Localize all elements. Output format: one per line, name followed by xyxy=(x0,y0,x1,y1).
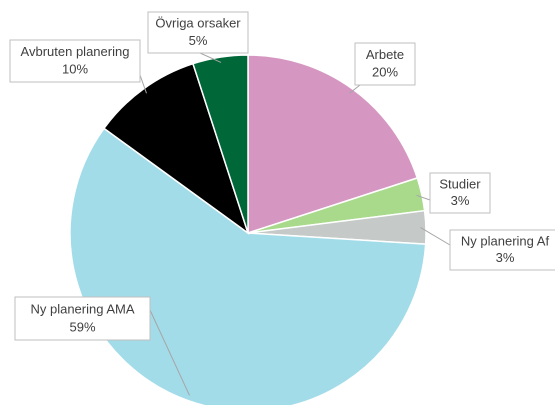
label-box xyxy=(354,42,416,86)
label-box xyxy=(14,296,151,341)
value-label: 20% xyxy=(372,65,398,80)
leader-line xyxy=(420,227,451,246)
leader-line xyxy=(139,74,147,94)
category-label: Övriga orsaker xyxy=(155,16,241,31)
category-label: Avbruten planering xyxy=(21,44,130,59)
label-box xyxy=(9,39,141,83)
category-label: Studier xyxy=(439,176,481,191)
label-box xyxy=(429,172,491,214)
value-label: 3% xyxy=(451,193,470,208)
label-box xyxy=(147,11,249,54)
leader-line xyxy=(149,309,190,396)
category-label: Ny planering AMA xyxy=(30,301,134,316)
leader-line xyxy=(199,52,222,63)
pie-slice xyxy=(247,54,419,235)
leader-line xyxy=(416,194,431,201)
value-label: 10% xyxy=(62,62,88,77)
category-label: Arbete xyxy=(366,47,404,62)
pie-slice xyxy=(102,62,250,235)
label-box xyxy=(449,229,555,271)
category-label: Ny planering Af xyxy=(461,233,550,248)
leader-line xyxy=(349,84,361,94)
pie-slice xyxy=(69,127,427,405)
pie-slice xyxy=(192,54,249,234)
value-label: 5% xyxy=(189,33,208,48)
value-label: 3% xyxy=(496,250,515,265)
value-label: 59% xyxy=(69,319,95,334)
